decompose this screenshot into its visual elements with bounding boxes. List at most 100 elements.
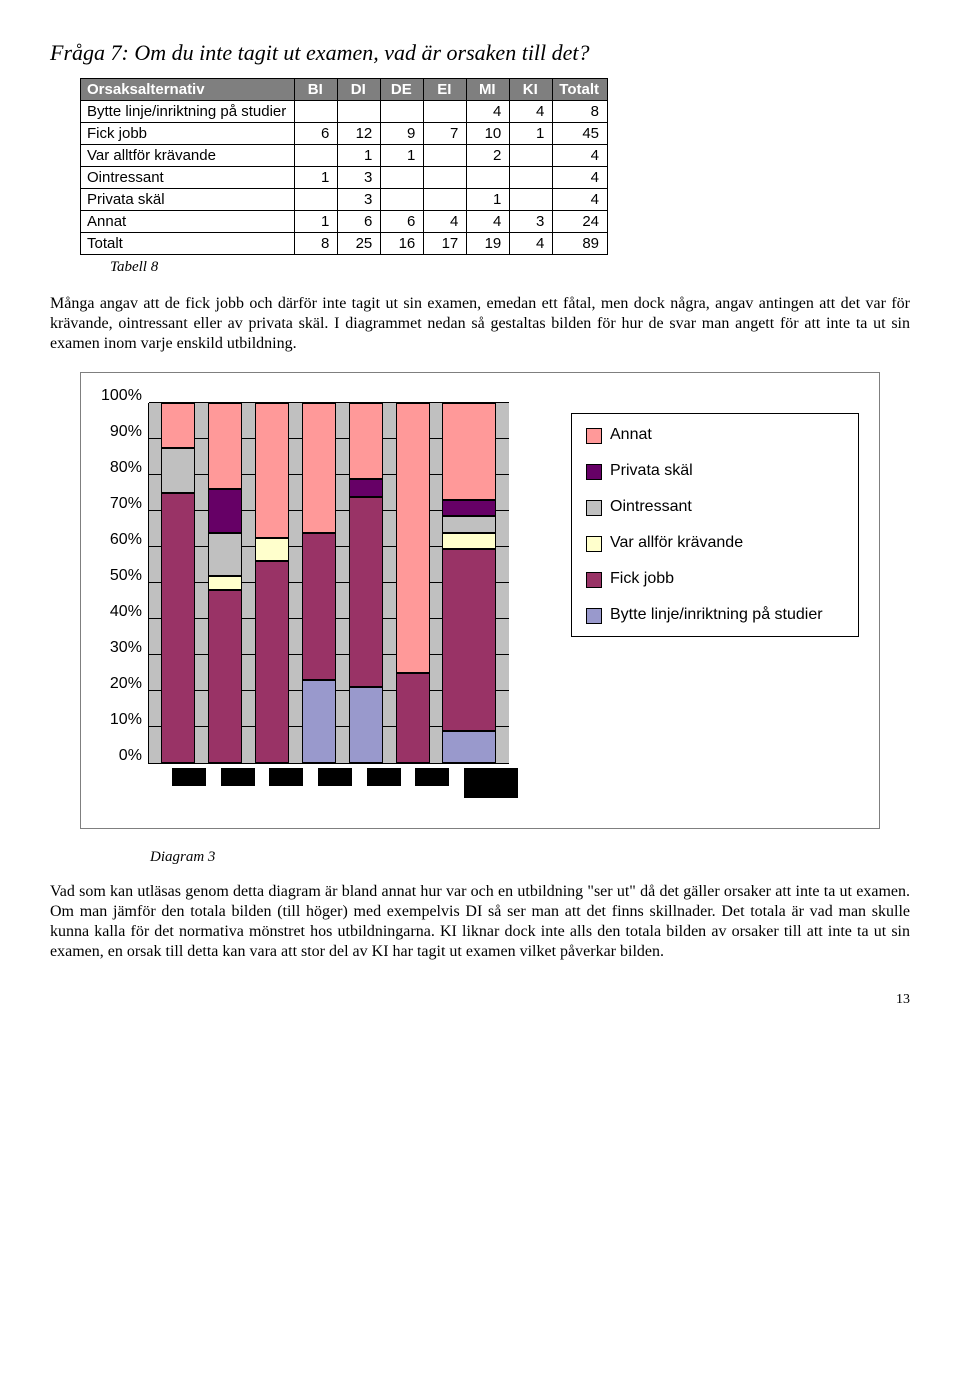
table-cell — [510, 189, 553, 211]
legend-swatch — [586, 572, 602, 588]
table-cell: 2 — [467, 145, 510, 167]
bar-segment — [302, 680, 336, 763]
table-cell: 89 — [553, 233, 608, 255]
table-row: Fick jobb6129710145 — [81, 123, 608, 145]
table-header-cell: EI — [424, 79, 467, 101]
table-cell: 3 — [510, 211, 553, 233]
table-cell: 1 — [467, 189, 510, 211]
bar-segment — [161, 448, 195, 493]
table-cell: 3 — [338, 167, 381, 189]
table-cell — [295, 145, 338, 167]
table-cell: 4 — [553, 145, 608, 167]
bar-segment — [442, 533, 496, 549]
table-header-cell: KI — [510, 79, 553, 101]
table-row: Privata skäl314 — [81, 189, 608, 211]
table-cell: 16 — [381, 233, 424, 255]
bar-segment — [255, 561, 289, 764]
table-cell — [467, 167, 510, 189]
bar-segment — [349, 479, 383, 497]
table-cell — [338, 101, 381, 123]
table-cell: 8 — [295, 233, 338, 255]
table-cell: 10 — [467, 123, 510, 145]
legend-swatch — [586, 608, 602, 624]
bar-segment — [442, 500, 496, 516]
x-tick — [318, 768, 352, 786]
table-cell: Var alltför krävande — [81, 145, 295, 167]
table-cell: 4 — [510, 233, 553, 255]
bar-segment — [349, 687, 383, 763]
bar-segment — [349, 497, 383, 688]
legend-item: Ointressant — [586, 498, 844, 516]
table-cell: 3 — [338, 189, 381, 211]
table-cell — [424, 145, 467, 167]
bar-segment — [396, 673, 430, 763]
legend-label: Bytte linje/inriktning på studier — [610, 606, 823, 624]
bar-segment — [208, 590, 242, 763]
table-row: Annat16644324 — [81, 211, 608, 233]
table-cell — [295, 189, 338, 211]
x-tick — [172, 768, 206, 786]
table-cell: 1 — [381, 145, 424, 167]
table-header-cell: MI — [467, 79, 510, 101]
legend-swatch — [586, 464, 602, 480]
bar-segment — [208, 576, 242, 590]
table-cell — [510, 167, 553, 189]
table-header-cell: DE — [381, 79, 424, 101]
paragraph-2: Vad som kan utläsas genom detta diagram … — [50, 882, 910, 962]
table-row: Totalt825161719489 — [81, 233, 608, 255]
bar-segment — [442, 731, 496, 763]
bar-segment — [302, 403, 336, 533]
x-tick — [367, 768, 401, 786]
question-title: Fråga 7: Om du inte tagit ut examen, vad… — [50, 40, 910, 66]
legend-item: Bytte linje/inriktning på studier — [586, 606, 844, 624]
x-tick — [415, 768, 449, 786]
bar-segment — [442, 549, 496, 731]
table-cell: Privata skäl — [81, 189, 295, 211]
legend-item: Privata skäl — [586, 462, 844, 480]
legend-label: Fick jobb — [610, 570, 674, 588]
legend-label: Privata skäl — [610, 462, 693, 480]
x-axis — [159, 764, 531, 798]
bar-segment — [255, 403, 289, 538]
table-cell: 4 — [424, 211, 467, 233]
bar-segment — [349, 403, 383, 479]
table-cell: 4 — [553, 167, 608, 189]
table-cell: 1 — [295, 167, 338, 189]
table-cell — [381, 189, 424, 211]
table-cell: 45 — [553, 123, 608, 145]
table-cell: 9 — [381, 123, 424, 145]
table-cell: Bytte linje/inriktning på studier — [81, 101, 295, 123]
table-cell: 4 — [510, 101, 553, 123]
x-tick — [221, 768, 255, 786]
bar-segment — [161, 493, 195, 763]
table-row: Var alltför krävande1124 — [81, 145, 608, 167]
stacked-bar — [161, 403, 195, 763]
table-cell: Annat — [81, 211, 295, 233]
table-cell: 19 — [467, 233, 510, 255]
table-row: Ointressant13 4 — [81, 167, 608, 189]
reasons-table: OrsaksalternativBIDIDEEIMIKITotalt Bytte… — [80, 78, 608, 255]
table-header-cell: DI — [338, 79, 381, 101]
x-tick — [269, 768, 303, 786]
chart-legend: AnnatPrivata skälOintressantVar allför k… — [571, 413, 859, 637]
table-cell — [424, 167, 467, 189]
bar-segment — [208, 489, 242, 532]
table-row: Bytte linje/inriktning på studier448 — [81, 101, 608, 123]
y-axis: 100%90%80%70%60%50%40%30%20%10%0% — [101, 404, 142, 764]
table-cell: 12 — [338, 123, 381, 145]
x-tick — [464, 768, 518, 798]
legend-item: Var allför krävande — [586, 534, 844, 552]
table-cell: 1 — [295, 211, 338, 233]
stacked-bar — [396, 403, 430, 763]
stacked-bar — [208, 403, 242, 763]
table-cell: 8 — [553, 101, 608, 123]
legend-label: Var allför krävande — [610, 534, 743, 552]
table-header-cell: Totalt — [553, 79, 608, 101]
table-cell — [381, 101, 424, 123]
table-cell: Totalt — [81, 233, 295, 255]
table-cell: 24 — [553, 211, 608, 233]
table-cell: Ointressant — [81, 167, 295, 189]
legend-item: Fick jobb — [586, 570, 844, 588]
table-cell: 25 — [338, 233, 381, 255]
table-cell: 4 — [467, 211, 510, 233]
